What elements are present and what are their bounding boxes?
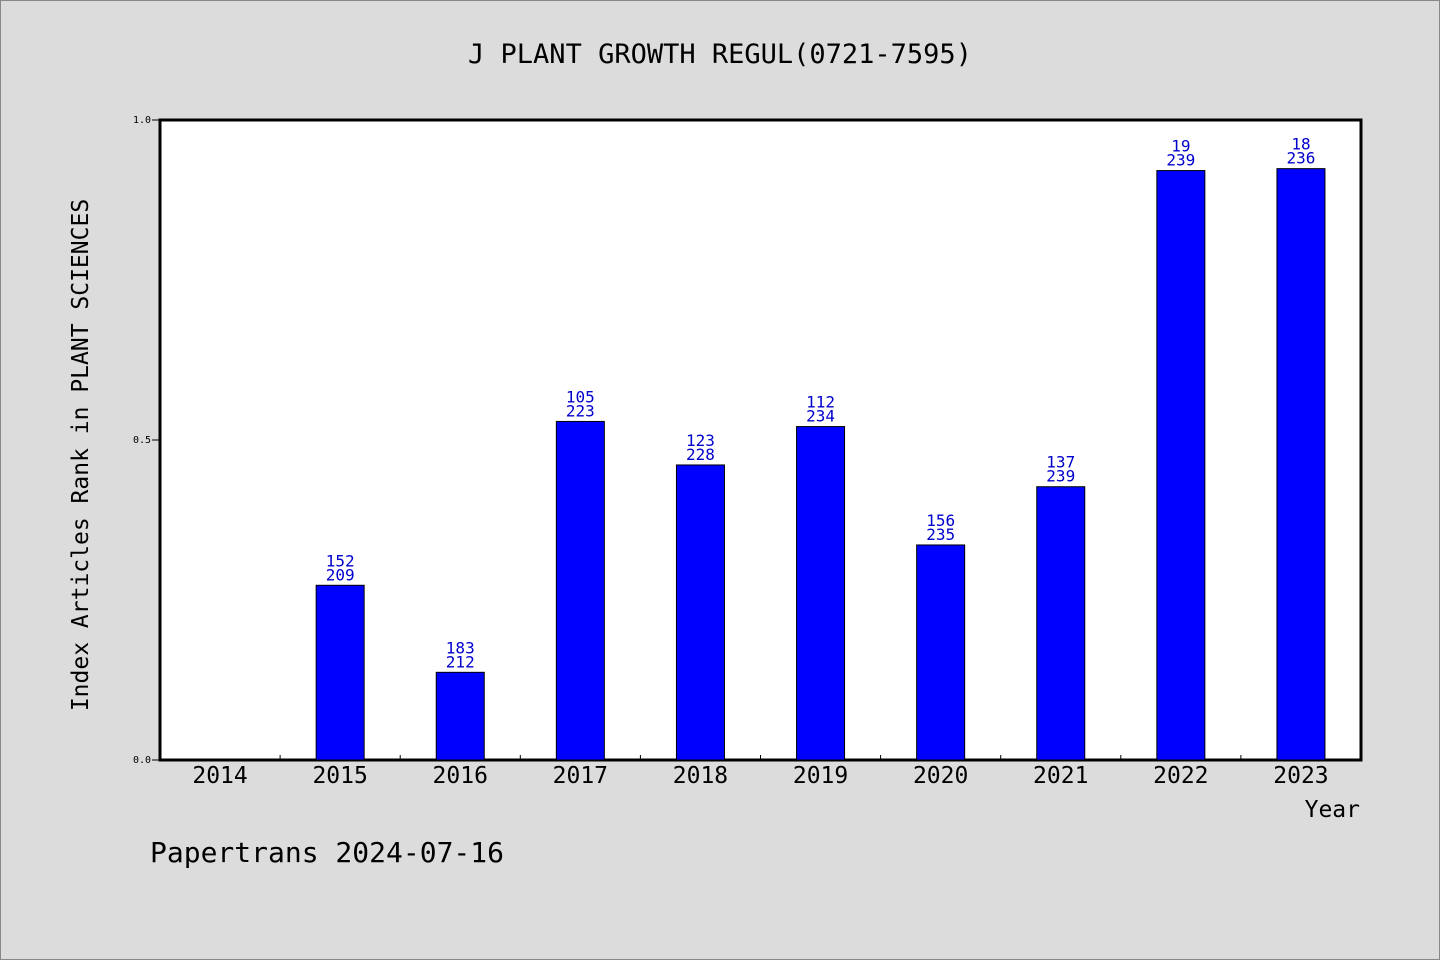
y-axis-label: Index Articles Rank in PLANT SCIENCES (68, 199, 94, 711)
bar (555, 420, 605, 761)
bar (1036, 486, 1086, 761)
bar (1156, 170, 1206, 761)
bar-rank-label: 112 (806, 393, 835, 412)
x-axis-label: Year (1305, 797, 1360, 823)
bar-rank-label: 105 (566, 387, 595, 406)
bar-rank-label: 183 (446, 638, 475, 657)
x-tick-label: 2021 (1033, 763, 1088, 789)
bar (1276, 168, 1326, 761)
bar (315, 584, 365, 761)
y-axis: 0.0 0.5 1.0 (133, 115, 160, 766)
bar-rank-label: 152 (326, 551, 355, 570)
bar (916, 544, 966, 761)
x-tick-label: 2014 (192, 763, 247, 789)
y-tick-label: 1.0 (133, 115, 151, 126)
x-tick-label: 2018 (673, 763, 728, 789)
bar-rank-label: 18 (1291, 135, 1310, 154)
footer-text: Papertrans 2024-07-16 (150, 836, 504, 869)
bar-total-label: 239 (1166, 151, 1195, 170)
chart-title: J PLANT GROWTH REGUL(0721-7595) (468, 39, 972, 70)
bar-rank-label: 19 (1171, 137, 1190, 156)
bar (435, 671, 485, 761)
bar-rank-label: 137 (1046, 453, 1075, 472)
x-axis: 2014 2015 2016 2017 2018 2019 2020 2021 2022 2023 (192, 755, 1329, 789)
x-tick-label: 2022 (1153, 763, 1208, 789)
bar-total-label: 236 (1286, 149, 1315, 168)
x-tick-label: 2023 (1273, 763, 1328, 789)
bar-total-label: 228 (686, 445, 715, 464)
bar-total-label: 212 (446, 652, 475, 671)
bar-total-label: 223 (566, 401, 595, 420)
x-tick-label: 2016 (433, 763, 488, 789)
x-tick-label: 2015 (312, 763, 367, 789)
bar (675, 464, 725, 761)
bar-total-label: 209 (326, 565, 355, 584)
bar-total-label: 234 (806, 407, 835, 426)
bar-total-label: 235 (926, 525, 955, 544)
bar (796, 426, 846, 761)
bar-labels: 1522091832121052231232281122341562351372… (326, 135, 1316, 672)
bar-rank-label: 156 (926, 511, 955, 530)
x-tick-label: 2019 (793, 763, 848, 789)
x-tick-label: 2020 (913, 763, 968, 789)
bar-series (315, 168, 1326, 761)
bar-total-label: 239 (1046, 467, 1075, 486)
x-tick-label: 2017 (553, 763, 608, 789)
bar-rank-label: 123 (686, 431, 715, 450)
y-tick-label: 0.0 (133, 755, 151, 766)
y-tick-label: 0.5 (133, 435, 151, 446)
